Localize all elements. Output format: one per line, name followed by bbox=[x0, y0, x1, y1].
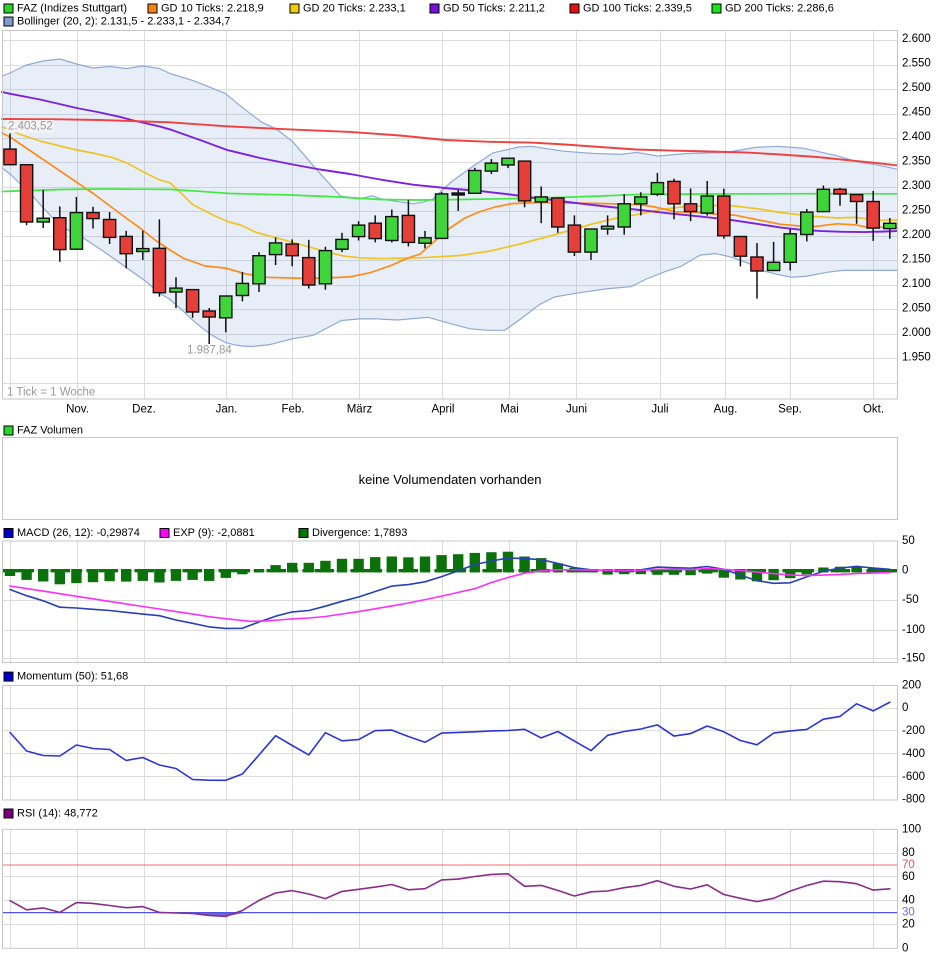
svg-text:FAZ Volumen: FAZ Volumen bbox=[17, 425, 83, 437]
svg-text:-50: -50 bbox=[902, 594, 919, 606]
svg-text:-600: -600 bbox=[902, 771, 925, 783]
svg-text:2.500: 2.500 bbox=[902, 82, 931, 94]
svg-text:30: 30 bbox=[902, 907, 915, 919]
svg-text:MACD (26, 12): -0,29874: MACD (26, 12): -0,29874 bbox=[17, 527, 140, 539]
svg-text:2.100: 2.100 bbox=[902, 278, 931, 290]
svg-text:80: 80 bbox=[902, 847, 915, 859]
svg-text:-800: -800 bbox=[902, 794, 925, 806]
svg-text:2.300: 2.300 bbox=[902, 180, 931, 192]
svg-text:200: 200 bbox=[902, 680, 921, 692]
svg-text:2.550: 2.550 bbox=[902, 58, 931, 70]
svg-text:2.400: 2.400 bbox=[902, 131, 931, 143]
svg-text:2.250: 2.250 bbox=[902, 204, 931, 216]
svg-text:GD 100 Ticks: 2.339,5: GD 100 Ticks: 2.339,5 bbox=[583, 3, 692, 15]
svg-text:Nov.: Nov. bbox=[66, 404, 89, 416]
svg-text:Juni: Juni bbox=[566, 404, 587, 416]
svg-text:EXP (9): -2,0881: EXP (9): -2,0881 bbox=[173, 527, 255, 539]
svg-text:20: 20 bbox=[902, 919, 915, 931]
svg-text:2.450: 2.450 bbox=[902, 107, 931, 119]
svg-text:2.403,52: 2.403,52 bbox=[8, 121, 53, 133]
svg-text:0: 0 bbox=[902, 942, 908, 954]
svg-text:-400: -400 bbox=[902, 748, 925, 760]
svg-text:Divergence: 1,7893: Divergence: 1,7893 bbox=[312, 527, 407, 539]
svg-text:-100: -100 bbox=[902, 624, 925, 636]
svg-text:Jan.: Jan. bbox=[216, 404, 238, 416]
svg-text:100: 100 bbox=[902, 823, 921, 835]
svg-text:GD 10 Ticks: 2.218,9: GD 10 Ticks: 2.218,9 bbox=[161, 3, 264, 15]
svg-text:0: 0 bbox=[902, 565, 908, 577]
svg-text:2.350: 2.350 bbox=[902, 155, 931, 167]
svg-text:GD 20 Ticks: 2.233,1: GD 20 Ticks: 2.233,1 bbox=[303, 3, 406, 15]
svg-text:April: April bbox=[431, 404, 454, 416]
svg-text:2.200: 2.200 bbox=[902, 229, 931, 241]
svg-text:Momentum (50): 51,68: Momentum (50): 51,68 bbox=[17, 671, 128, 683]
svg-text:RSI (14): 48,772: RSI (14): 48,772 bbox=[17, 808, 98, 820]
svg-text:60: 60 bbox=[902, 871, 915, 883]
svg-text:Feb.: Feb. bbox=[281, 404, 304, 416]
svg-text:50: 50 bbox=[902, 535, 915, 547]
svg-text:70: 70 bbox=[902, 859, 915, 871]
svg-text:40: 40 bbox=[902, 895, 915, 907]
svg-text:2.050: 2.050 bbox=[902, 302, 931, 314]
svg-text:Aug.: Aug. bbox=[714, 404, 738, 416]
svg-text:Dez.: Dez. bbox=[132, 404, 156, 416]
svg-text:-150: -150 bbox=[902, 653, 925, 665]
svg-text:Juli: Juli bbox=[651, 404, 668, 416]
svg-text:0: 0 bbox=[902, 702, 908, 714]
svg-text:2.000: 2.000 bbox=[902, 327, 931, 339]
svg-text:Okt.: Okt. bbox=[863, 404, 884, 416]
svg-text:1 Tick = 1 Woche: 1 Tick = 1 Woche bbox=[7, 387, 95, 399]
svg-text:GD 50 Ticks: 2.211,2: GD 50 Ticks: 2.211,2 bbox=[443, 3, 545, 15]
svg-text:GD 200 Ticks: 2.286,6: GD 200 Ticks: 2.286,6 bbox=[725, 3, 834, 15]
svg-text:2.600: 2.600 bbox=[902, 33, 931, 45]
svg-text:1.950: 1.950 bbox=[902, 351, 931, 363]
svg-text:FAZ (Indizes Stuttgart): FAZ (Indizes Stuttgart) bbox=[17, 3, 127, 15]
svg-text:Bollinger (20, 2): 2.131,5 - 2: Bollinger (20, 2): 2.131,5 - 2.233,1 - 2… bbox=[17, 16, 230, 28]
svg-text:2.150: 2.150 bbox=[902, 253, 931, 265]
svg-text:Sep.: Sep. bbox=[778, 404, 802, 416]
svg-text:-200: -200 bbox=[902, 725, 925, 737]
svg-text:1.987,84: 1.987,84 bbox=[187, 345, 232, 357]
svg-text:keine Volumendaten vorhanden: keine Volumendaten vorhanden bbox=[359, 472, 542, 487]
svg-text:Mai: Mai bbox=[500, 404, 519, 416]
svg-text:März: März bbox=[347, 404, 373, 416]
